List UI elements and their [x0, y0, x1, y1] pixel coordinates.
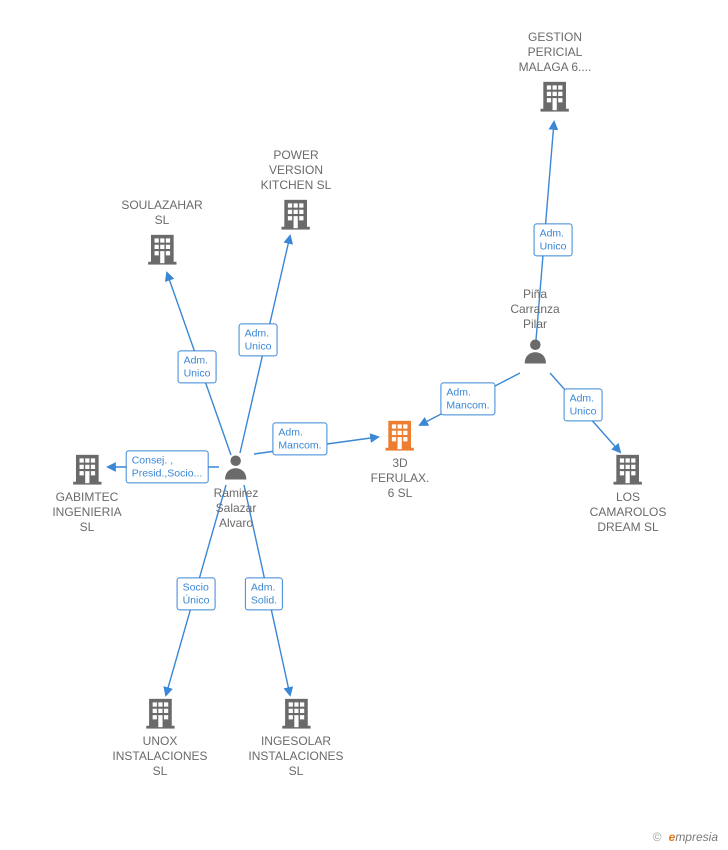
node-label: GESTION PERICIAL MALAGA 6.... [519, 30, 592, 75]
node-gestion[interactable]: GESTION PERICIAL MALAGA 6.... [519, 30, 592, 113]
diagram-canvas [0, 0, 728, 850]
watermark: © empresia [652, 830, 718, 844]
node-ingesolar[interactable]: INGESOLAR INSTALACIONES SL [248, 696, 343, 779]
edge-label-ramirez-power: Adm. Unico [239, 323, 278, 356]
node-label: INGESOLAR INSTALACIONES SL [248, 734, 343, 779]
node-label: LOS CAMAROLOS DREAM SL [590, 490, 667, 535]
edge-label-ramirez-soulazahar: Adm. Unico [178, 350, 217, 383]
node-label: UNOX INSTALACIONES SL [112, 734, 207, 779]
node-label: GABIMTEC INGENIERIA SL [52, 490, 121, 535]
node-unox[interactable]: UNOX INSTALACIONES SL [112, 696, 207, 779]
node-ferulax[interactable]: 3D FERULAX. 6 SL [371, 418, 430, 501]
node-label: 3D FERULAX. 6 SL [371, 456, 430, 501]
copyright-symbol: © [652, 830, 661, 844]
node-power[interactable]: POWER VERSION KITCHEN SL [261, 148, 332, 231]
edge-label-ramirez-unox: Socio Único [177, 577, 216, 610]
edge-label-pina-ferulax: Adm. Mancom. [440, 382, 495, 415]
node-gabimtec[interactable]: GABIMTEC INGENIERIA SL [52, 452, 121, 535]
node-label: SOULAZAHAR SL [121, 198, 202, 228]
node-label: POWER VERSION KITCHEN SL [261, 148, 332, 193]
node-ramirez[interactable]: Ramirez Salazar Alvaro [214, 452, 259, 531]
edge-label-ramirez-gabimtec: Consej. , Presid.,Socio... [126, 450, 209, 483]
node-label: Ramirez Salazar Alvaro [214, 486, 259, 531]
node-pina[interactable]: Piña Carranza Pilar [510, 287, 559, 366]
node-soulazahar[interactable]: SOULAZAHAR SL [121, 198, 202, 266]
edge-label-pina-camarolos: Adm. Unico [564, 388, 603, 421]
edge-label-pina-gestion: Adm. Unico [534, 223, 573, 256]
node-label: Piña Carranza Pilar [510, 287, 559, 332]
edge-label-ramirez-ferulax: Adm. Mancom. [272, 422, 327, 455]
edge-label-ramirez-ingesolar: Adm. Solid. [245, 577, 283, 610]
node-camarolos[interactable]: LOS CAMAROLOS DREAM SL [590, 452, 667, 535]
brand-rest: mpresia [675, 830, 718, 844]
